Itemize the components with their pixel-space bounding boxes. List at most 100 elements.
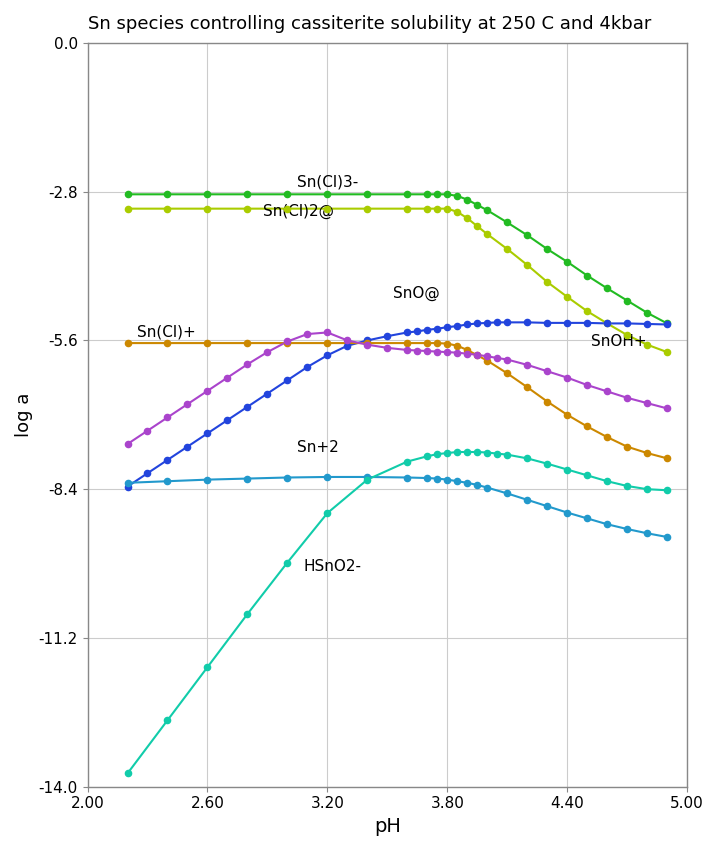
Point — [382, 341, 393, 355]
Point — [621, 523, 633, 536]
Point — [492, 316, 503, 329]
Point — [282, 374, 293, 387]
Point — [641, 306, 653, 320]
Point — [202, 473, 214, 487]
Point — [541, 500, 553, 513]
Point — [661, 530, 673, 544]
Text: Sn species controlling cassiterite solubility at 250 C and 4kbar: Sn species controlling cassiterite solub… — [88, 15, 651, 33]
Point — [441, 187, 453, 201]
Point — [562, 316, 573, 329]
Point — [401, 187, 413, 201]
Text: Sn(Cl)3-: Sn(Cl)3- — [298, 174, 359, 190]
Point — [221, 414, 233, 427]
Point — [122, 187, 133, 201]
Point — [472, 220, 483, 233]
Point — [482, 446, 493, 460]
Point — [242, 202, 253, 215]
Point — [582, 269, 593, 283]
Point — [462, 347, 473, 361]
Point — [421, 345, 433, 358]
Point — [342, 334, 353, 347]
Point — [441, 346, 453, 359]
Point — [342, 339, 353, 352]
Point — [541, 275, 553, 288]
Point — [142, 424, 153, 437]
Point — [462, 317, 473, 331]
Point — [501, 243, 513, 256]
Point — [562, 408, 573, 421]
Point — [582, 305, 593, 318]
Point — [362, 187, 373, 201]
Point — [162, 336, 173, 350]
Point — [282, 336, 293, 350]
Point — [452, 339, 463, 352]
Point — [541, 457, 553, 471]
Point — [562, 463, 573, 477]
Point — [421, 471, 433, 485]
Point — [431, 336, 443, 350]
Point — [122, 480, 133, 494]
Point — [641, 397, 653, 410]
Point — [302, 328, 313, 341]
Text: Sn(Cl)+: Sn(Cl)+ — [137, 325, 196, 340]
Point — [541, 316, 553, 329]
Point — [472, 445, 483, 459]
Point — [441, 473, 453, 487]
Point — [501, 316, 513, 329]
Point — [472, 349, 483, 363]
Point — [562, 505, 573, 519]
Point — [582, 316, 593, 329]
Point — [582, 378, 593, 391]
Point — [601, 282, 613, 295]
Point — [462, 476, 473, 489]
Point — [541, 243, 553, 256]
Text: Sn+2: Sn+2 — [298, 440, 339, 455]
Point — [641, 338, 653, 351]
Point — [482, 481, 493, 494]
Point — [492, 351, 503, 365]
Point — [202, 660, 214, 674]
Point — [321, 326, 333, 340]
Point — [162, 454, 173, 467]
Point — [521, 493, 533, 506]
Point — [462, 343, 473, 357]
Point — [321, 202, 333, 215]
Point — [441, 446, 453, 460]
Point — [601, 385, 613, 398]
Point — [202, 384, 214, 397]
Point — [452, 346, 463, 359]
Point — [452, 445, 463, 459]
Point — [242, 400, 253, 414]
Point — [122, 767, 133, 780]
Point — [621, 391, 633, 404]
Point — [282, 202, 293, 215]
Point — [641, 446, 653, 460]
Point — [282, 334, 293, 348]
Point — [282, 556, 293, 569]
Point — [501, 353, 513, 367]
Point — [362, 338, 373, 351]
Point — [162, 474, 173, 488]
Text: HSnO2-: HSnO2- — [303, 559, 362, 574]
Point — [521, 380, 533, 394]
Point — [501, 215, 513, 229]
Point — [411, 344, 423, 357]
Point — [521, 452, 533, 465]
Point — [562, 371, 573, 385]
Point — [401, 326, 413, 340]
Point — [362, 473, 373, 487]
Point — [242, 471, 253, 485]
Point — [182, 397, 193, 411]
Text: Sn(Cl)2@: Sn(Cl)2@ — [263, 204, 334, 220]
Point — [302, 360, 313, 374]
Point — [441, 337, 453, 351]
Point — [452, 319, 463, 333]
Point — [621, 328, 633, 342]
Point — [421, 187, 433, 201]
Point — [202, 336, 214, 350]
Point — [431, 448, 443, 461]
Point — [262, 346, 273, 359]
Point — [492, 447, 503, 460]
Point — [482, 203, 493, 217]
Point — [321, 506, 333, 520]
